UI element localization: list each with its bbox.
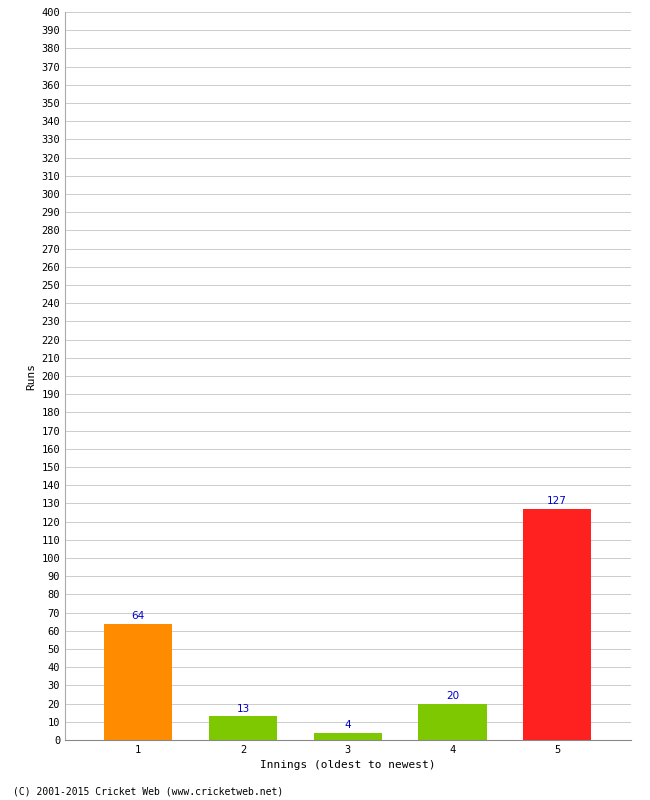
Text: 127: 127	[547, 496, 567, 506]
Bar	[419, 704, 486, 740]
Y-axis label: Runs: Runs	[26, 362, 36, 390]
X-axis label: Innings (oldest to newest): Innings (oldest to newest)	[260, 761, 436, 770]
Bar	[523, 509, 592, 740]
Text: (C) 2001-2015 Cricket Web (www.cricketweb.net): (C) 2001-2015 Cricket Web (www.cricketwe…	[13, 786, 283, 796]
Bar	[314, 733, 382, 740]
Text: 4: 4	[344, 720, 351, 730]
Text: 13: 13	[237, 704, 250, 714]
Bar	[209, 716, 277, 740]
Text: 64: 64	[132, 610, 145, 621]
Text: 20: 20	[446, 691, 459, 701]
Bar	[104, 623, 172, 740]
